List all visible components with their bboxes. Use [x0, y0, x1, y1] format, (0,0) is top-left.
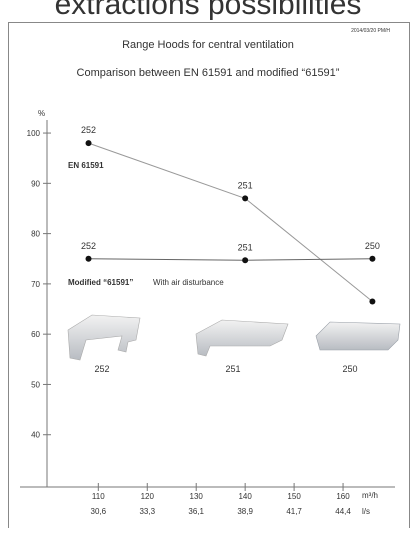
x2-tick-label: 36,1	[188, 507, 204, 516]
chart-title: Range Hoods for central ventilation	[122, 39, 294, 51]
x-units: m³/h	[362, 491, 378, 500]
x-tick-label: 120	[141, 492, 155, 501]
series-label: Modified “61591”	[68, 278, 133, 287]
hood-label: 250	[342, 364, 357, 374]
annotation: With air disturbance	[153, 278, 224, 287]
x2-tick-label: 44,4	[335, 507, 351, 516]
hood-label: 252	[94, 364, 109, 374]
data-point	[86, 140, 92, 146]
point-label: 252	[81, 241, 96, 251]
point-label: 250	[365, 241, 380, 251]
y-tick-label: 50	[31, 380, 40, 389]
x-tick-label: 130	[190, 492, 204, 501]
x-tick-label: 160	[336, 492, 350, 501]
x2-tick-label: 41,7	[286, 507, 302, 516]
data-point	[242, 195, 248, 201]
data-point	[86, 256, 92, 262]
data-point	[369, 256, 375, 262]
x-tick-label: 140	[238, 492, 252, 501]
data-point	[369, 298, 375, 304]
chart-subtitle: Comparison between EN 61591 and modified…	[77, 67, 340, 79]
frame	[9, 23, 410, 529]
x2-tick-label: 38,9	[237, 507, 253, 516]
y-tick-label: 90	[31, 179, 40, 188]
slide: extractions possibilities 2014/03/20 PM/…	[0, 0, 417, 528]
series-label: EN 61591	[68, 161, 104, 170]
y-tick-label: 40	[31, 431, 40, 440]
hood-image	[316, 322, 400, 350]
point-label: 251	[238, 242, 253, 252]
y-axis-label: %	[38, 109, 45, 118]
x2-units: l/s	[362, 507, 370, 516]
point-label: 251	[238, 180, 253, 190]
y-tick-label: 70	[31, 280, 40, 289]
y-tick-label: 100	[27, 129, 41, 138]
x-tick-label: 150	[287, 492, 301, 501]
x-tick-label: 110	[92, 492, 105, 501]
page: extractions possibilities 2014/03/20 PM/…	[0, 0, 417, 528]
data-point	[242, 257, 248, 263]
x2-tick-label: 33,3	[139, 507, 155, 516]
y-tick-label: 60	[31, 330, 40, 339]
banner: extractions possibilities	[55, 0, 362, 21]
x2-tick-label: 30,6	[91, 507, 107, 516]
hood-label: 251	[225, 364, 240, 374]
y-tick-label: 80	[31, 230, 40, 239]
stamp: 2014/03/20 PM/H	[351, 28, 390, 34]
point-label: 252	[81, 125, 96, 135]
